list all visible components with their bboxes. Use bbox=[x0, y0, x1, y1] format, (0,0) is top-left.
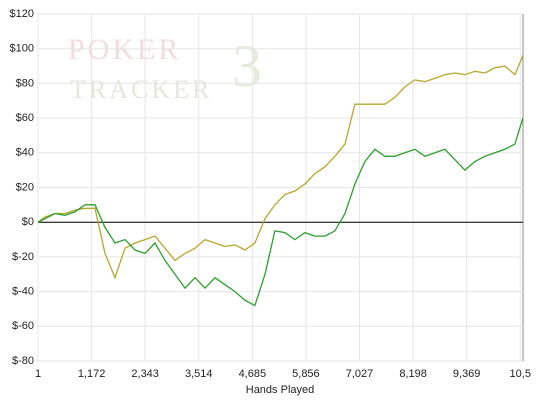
series-line bbox=[37, 55, 524, 280]
x-tick-label: 1,172 bbox=[78, 368, 106, 380]
x-axis-label: Hands Played bbox=[246, 384, 315, 396]
x-tick-label: 1 bbox=[35, 368, 41, 380]
series-line bbox=[37, 117, 524, 307]
x-tick-label: 9,369 bbox=[453, 368, 481, 380]
y-tick-label: $100 bbox=[10, 43, 34, 55]
y-tick-label: $80 bbox=[16, 77, 34, 89]
y-tick-label: $40 bbox=[16, 147, 34, 159]
x-tick-label: 3,514 bbox=[185, 368, 213, 380]
y-tick-label: $0 bbox=[22, 216, 34, 228]
y-tick-label: $-60 bbox=[12, 320, 34, 332]
y-tick-label: $120 bbox=[10, 8, 34, 20]
x-tick-label: 5,856 bbox=[292, 368, 320, 380]
x-tick-label: 10,5 bbox=[510, 368, 531, 380]
watermark: 3 bbox=[232, 33, 265, 99]
y-tick-label: $20 bbox=[16, 181, 34, 193]
y-tick-label: $60 bbox=[16, 112, 34, 124]
watermark: TRACKER bbox=[70, 75, 212, 104]
x-tick-label: 4,685 bbox=[239, 368, 267, 380]
y-tick-label: $-40 bbox=[12, 286, 34, 298]
x-tick-label: 8,198 bbox=[399, 368, 427, 380]
y-tick-label: $-80 bbox=[12, 355, 34, 367]
watermark: POKER bbox=[68, 33, 181, 66]
x-tick-label: 7,027 bbox=[346, 368, 374, 380]
x-tick-label: 2,343 bbox=[131, 368, 159, 380]
y-tick-label: $-20 bbox=[12, 251, 34, 263]
